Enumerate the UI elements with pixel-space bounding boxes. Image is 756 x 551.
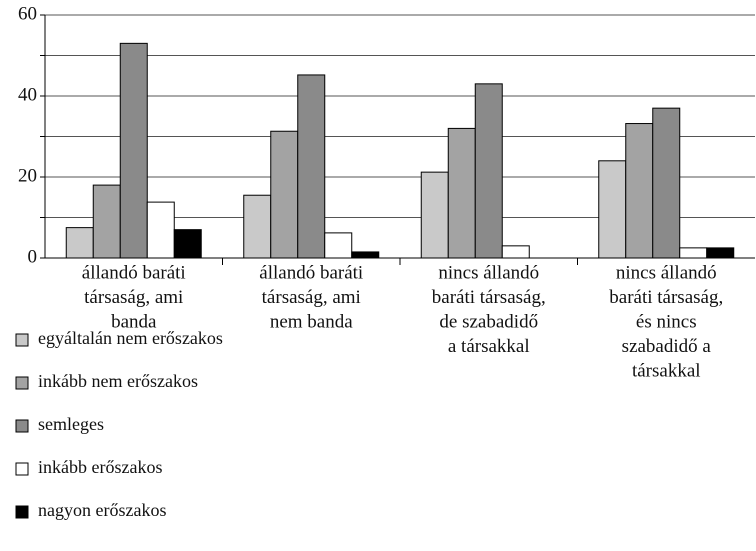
x-tick-label: állandó baráti [82,262,186,283]
bar [243,194,272,259]
legend-label: semleges [38,414,104,434]
bar [146,201,175,259]
x-tick-label: nem banda [270,311,353,332]
legend-swatch [15,376,29,390]
bar [474,83,503,259]
bar [119,42,148,259]
x-tick-label: társaság, ami [84,287,183,308]
y-tick-label: 0 [28,246,38,267]
bar [270,130,299,259]
legend-swatch [15,333,29,347]
bar [679,247,708,259]
bar [173,229,202,259]
bar [351,251,380,259]
x-tick-label: társaság, ami [262,287,361,308]
bar [65,227,94,259]
y-tick-label: 40 [18,84,37,105]
bar [420,171,449,259]
bar [447,127,476,259]
bar [598,160,627,259]
x-tick-label: nincs állandó [616,262,717,283]
bar [297,74,326,259]
bar [324,232,353,259]
y-tick-label: 20 [18,165,37,186]
x-tick-label: baráti társaság, [609,287,723,308]
bar [706,247,735,259]
x-tick-label: banda [111,311,157,332]
x-tick-label: nincs állandó [438,262,539,283]
x-tick-label: szabadidő a [622,336,712,357]
x-tick-label: de szabadidő [439,311,538,332]
legend-label: inkább nem erőszakos [38,371,198,391]
x-tick-label: társakkal [632,360,701,381]
x-tick-label: és nincs [636,311,697,332]
bar [625,123,654,259]
bar [501,245,530,259]
y-tick-label: 60 [18,3,37,24]
bar [652,107,681,259]
legend-label: nagyon erőszakos [38,500,166,520]
legend-label: egyáltalán nem erőszakos [38,328,223,348]
x-tick-label: baráti társaság, [432,287,546,308]
bar [92,184,121,259]
legend-swatch [15,462,29,476]
legend-swatch [15,419,29,433]
x-tick-label: állandó baráti [259,262,363,283]
legend-swatch [15,505,29,519]
x-tick-label: a társakkal [448,336,530,357]
legend-label: inkább erőszakos [38,457,162,477]
